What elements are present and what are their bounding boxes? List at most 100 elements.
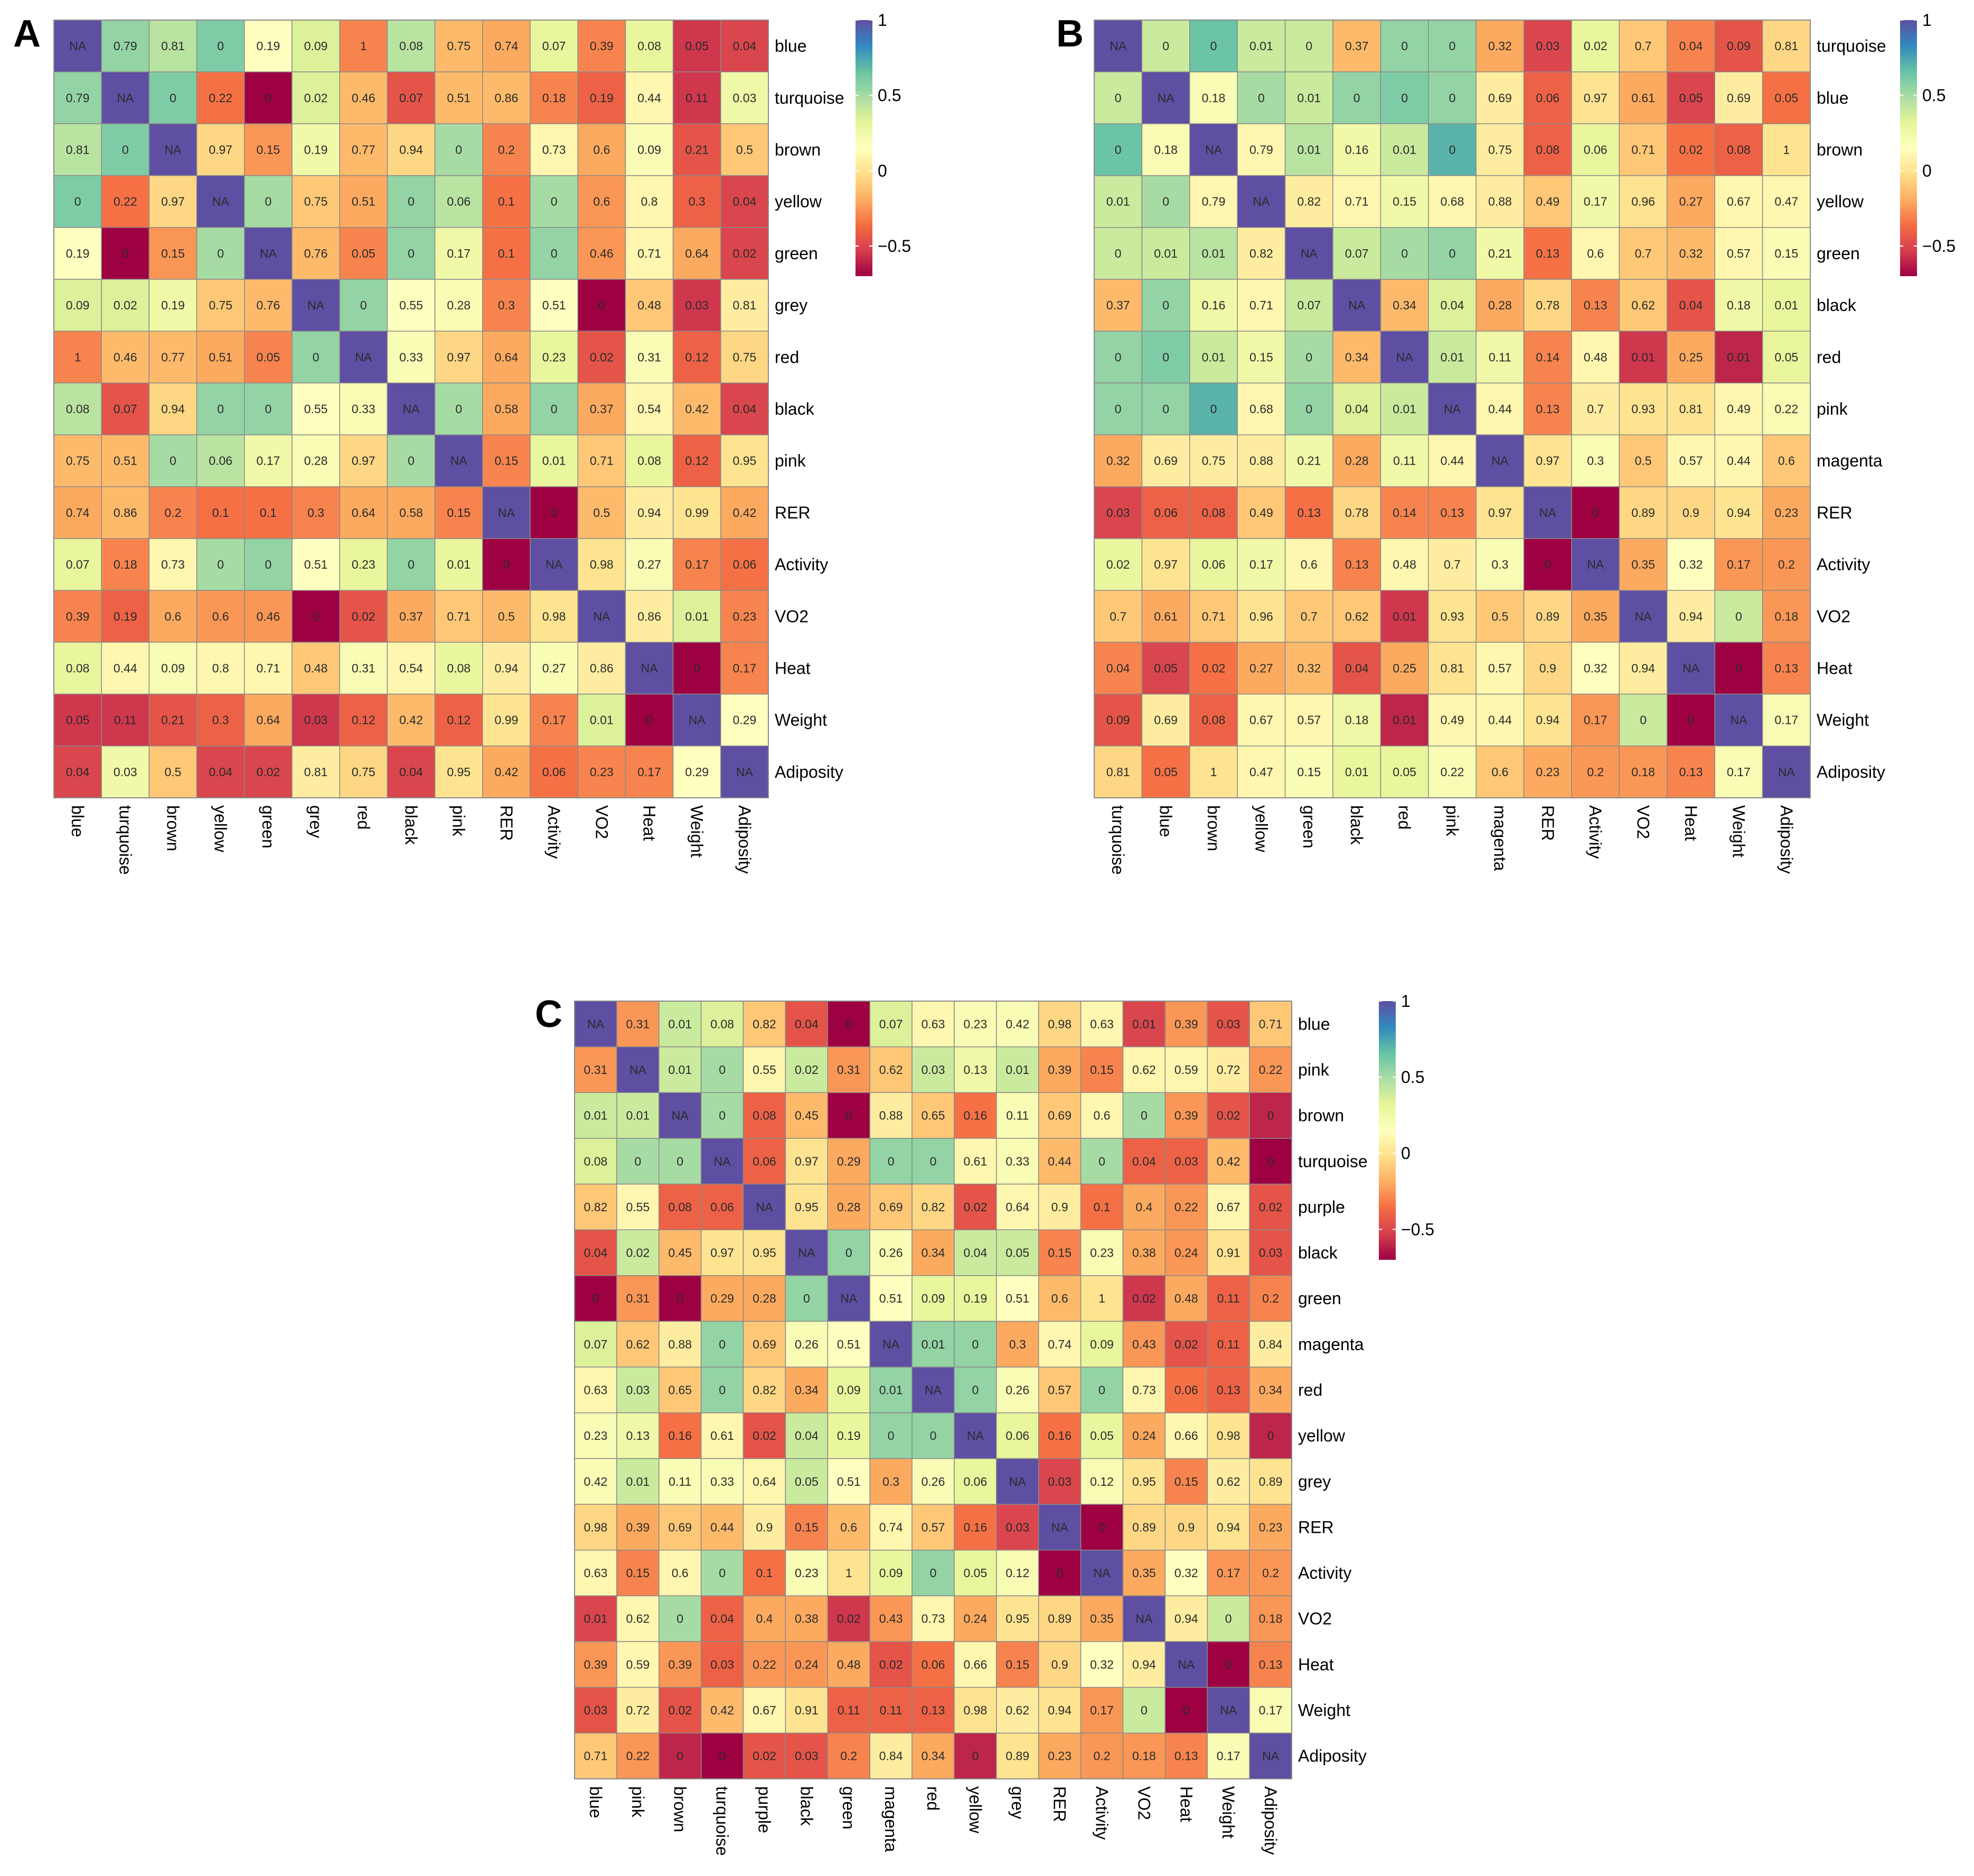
heatmap-cell [577, 227, 626, 280]
heatmap-cell [482, 227, 531, 280]
cell-value-label: 0.04 [399, 765, 423, 779]
cell-value-label: 0.24 [963, 1612, 987, 1626]
cell-value-label: 0.29 [837, 1154, 861, 1168]
row-label: purple [1298, 1198, 1345, 1217]
cell-value-label: 0 [719, 1566, 726, 1580]
heatmap-cell [1428, 227, 1477, 280]
column-label: yellow [966, 1786, 985, 1834]
heatmap-cell [1164, 1046, 1208, 1093]
cell-value-label: 0.8 [641, 195, 658, 209]
colorbar-tick-label: 1 [878, 11, 887, 30]
cell-value-label: 0.9 [1051, 1200, 1068, 1214]
cell-value-label: 0.57 [1727, 247, 1751, 260]
heatmap-cell [482, 175, 531, 228]
heatmap-cell [434, 227, 483, 280]
cell-value-label: 0.04 [1679, 39, 1703, 53]
cell-value-label: 0.03 [1106, 506, 1130, 520]
cell-value-label: 0.02 [626, 1246, 650, 1260]
cell-value-label: 0 [217, 247, 224, 260]
heatmap-cell [1094, 227, 1143, 280]
heatmap-cell [742, 1138, 786, 1185]
heatmap-cell [1475, 123, 1525, 176]
heatmap-cell [1249, 1686, 1292, 1734]
row-label: blue [775, 36, 807, 55]
cell-value-label: 0 [551, 402, 558, 416]
row-label: RER [1817, 503, 1853, 522]
row-label: red [1298, 1381, 1322, 1400]
cell-value-label: 0.02 [352, 609, 375, 623]
cell-value-label: 0.57 [1679, 454, 1703, 468]
heatmap-cell [1380, 434, 1429, 487]
cell-value-label: 0.2 [1262, 1566, 1279, 1580]
heatmap-cell [720, 693, 769, 747]
column-label: brown [1204, 805, 1223, 851]
heatmap-cell [530, 486, 578, 539]
heatmap-cell [339, 382, 388, 436]
cell-value-label: 0.05 [257, 350, 280, 364]
cell-value-label: NA [1491, 454, 1509, 468]
heatmap-cell [148, 642, 198, 695]
heatmap-cell [574, 1366, 617, 1413]
heatmap-cell [616, 1183, 660, 1230]
heatmap-cell [1475, 71, 1525, 125]
cell-value-label: 0.22 [1774, 402, 1798, 416]
cell-value-label: 0.08 [399, 39, 423, 53]
heatmap-cell [292, 331, 340, 384]
cell-value-label: 0.5 [1635, 454, 1652, 468]
cell-value-label: 0.98 [1217, 1429, 1240, 1443]
heatmap-cell [720, 123, 769, 176]
cell-value-label: 0.06 [209, 454, 232, 468]
cell-value-label: 0.69 [668, 1520, 692, 1534]
heatmap-cell [1762, 693, 1811, 747]
cell-value-label: 0.03 [795, 1749, 819, 1763]
cell-value-label: 0.4 [756, 1612, 773, 1626]
cell-value-label: 0.15 [1393, 195, 1416, 209]
heatmap-cell [700, 1092, 744, 1139]
cell-value-label: 0.61 [1631, 91, 1655, 105]
cell-value-label: NA [1110, 39, 1127, 53]
cell-value-label: 0.71 [1202, 609, 1226, 623]
heatmap-cell [625, 538, 674, 591]
heatmap-cell [1122, 1092, 1166, 1139]
heatmap-cell [1080, 1366, 1124, 1413]
cell-value-label: 0 [930, 1429, 937, 1443]
cell-value-label: NA [1220, 1703, 1237, 1717]
cell-value-label: 0.01 [1106, 195, 1130, 209]
column-label: VO2 [1634, 805, 1653, 839]
cell-value-label: 0.05 [1679, 91, 1703, 105]
cell-value-label: 0.15 [795, 1520, 819, 1534]
cell-value-label: 0.06 [1536, 91, 1559, 105]
cell-value-label: 0.03 [685, 298, 709, 312]
cell-value-label: 0.34 [1259, 1383, 1283, 1397]
cell-value-label: 0.44 [710, 1520, 734, 1534]
heatmap-cell [1284, 746, 1333, 798]
heatmap-cell [574, 1412, 617, 1459]
heatmap-cell [1284, 331, 1333, 384]
heatmap-cell [785, 1183, 829, 1230]
heatmap-cell [742, 1504, 786, 1551]
heatmap-cell [1332, 279, 1381, 332]
heatmap-cell [53, 331, 102, 384]
cell-value-label: 0 [217, 558, 224, 571]
cell-value-label: 0.6 [840, 1520, 857, 1534]
heatmap-cell [530, 590, 578, 643]
cell-value-label: 0.62 [1132, 1063, 1156, 1077]
heatmap-cell [1038, 1595, 1082, 1642]
heatmap-cell [387, 642, 436, 695]
cell-value-label: 1 [1210, 765, 1217, 779]
heatmap-cell [1475, 538, 1525, 591]
heatmap-cell [1164, 1321, 1208, 1368]
cell-value-label: 0.59 [626, 1657, 650, 1671]
heatmap-cell [1332, 538, 1381, 591]
cell-value-label: 0.61 [963, 1154, 987, 1168]
cell-value-label: 0.01 [1005, 1063, 1029, 1077]
heatmap-cell [1122, 1504, 1166, 1551]
cell-value-label: 0.64 [495, 350, 519, 364]
cell-value-label: 0.14 [1393, 506, 1416, 520]
cell-value-label: 0.58 [495, 402, 519, 416]
cell-value-label: 0.17 [1584, 713, 1608, 727]
cell-value-label: 0.07 [399, 91, 423, 105]
column-label: Adiposity [735, 805, 754, 874]
heatmap-panel-b: B NA 0 0 0.01 0 0.37 0 0 0.32 0.03 0.02 0.7 0.04 0.09… [1056, 11, 1956, 875]
cell-value-label: 1 [1098, 1291, 1105, 1305]
